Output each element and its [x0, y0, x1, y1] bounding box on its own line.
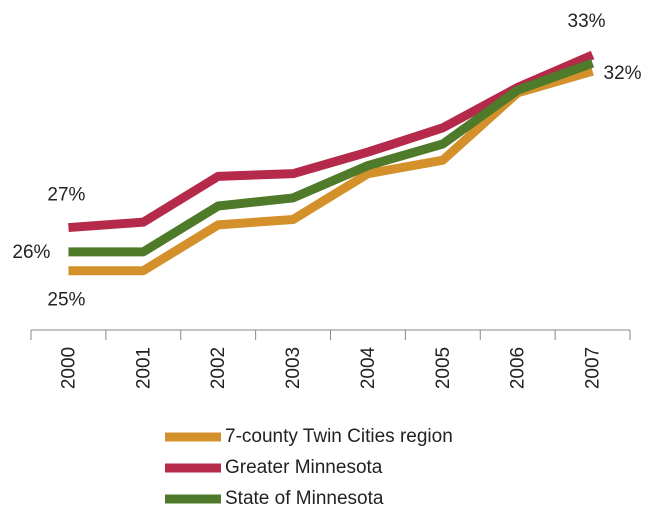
x-tick-label: 2006 — [508, 347, 529, 389]
x-tick-label: 2004 — [358, 346, 379, 389]
x-tick-label: 2003 — [283, 347, 304, 389]
data-label: 27% — [47, 185, 85, 206]
data-label: 26% — [12, 242, 50, 263]
legend-label: State of Minnesota — [225, 488, 384, 509]
series-line — [68, 66, 594, 276]
x-tick-label: 2007 — [583, 347, 604, 389]
data-label: 33% — [568, 11, 606, 32]
series-line — [68, 58, 595, 257]
data-label: 32% — [604, 63, 642, 84]
x-tick-label: 2000 — [58, 347, 79, 389]
data-label: 25% — [47, 290, 85, 311]
legend-label: 7-county Twin Cities region — [225, 426, 453, 447]
x-tick-label: 2005 — [433, 347, 454, 389]
legend-label: Greater Minnesota — [225, 457, 383, 478]
x-tick-label: 2001 — [133, 347, 154, 389]
x-tick-label: 2002 — [208, 347, 229, 389]
